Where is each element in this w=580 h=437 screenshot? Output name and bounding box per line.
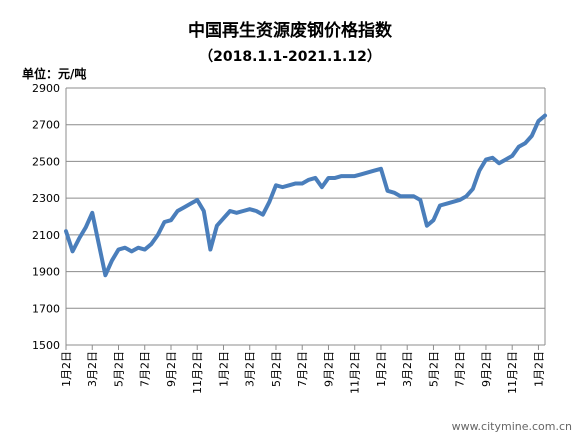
x-tick-label: 1月2日 (60, 351, 73, 387)
y-tick-label: 2500 (32, 155, 60, 168)
y-tick-label: 2700 (32, 119, 60, 132)
y-tick-label: 2300 (32, 192, 60, 205)
y-tick-label: 2100 (32, 229, 60, 242)
unit-label: 单位：元/吨 (22, 66, 86, 81)
x-tick-label: 1月2日 (532, 351, 545, 387)
y-tick-label: 2900 (32, 82, 60, 95)
x-tick-label: 11月2日 (191, 351, 204, 394)
y-tick-label: 1900 (32, 266, 60, 279)
x-tick-label: 9月2日 (322, 351, 335, 387)
x-tick-label: 7月2日 (296, 351, 309, 387)
x-tick-label: 3月2日 (86, 351, 99, 387)
x-tick-label: 3月2日 (401, 351, 414, 387)
x-tick-label: 7月2日 (454, 351, 467, 387)
chart-subtitle: （2018.1.1-2021.1.12） (199, 49, 381, 65)
x-tick-label: 5月2日 (427, 351, 440, 387)
x-tick-label: 5月2日 (270, 351, 283, 387)
data-line (64, 113, 547, 278)
x-tick-label: 3月2日 (244, 351, 257, 387)
x-tick-label: 9月2日 (165, 351, 178, 387)
chart-title: 中国再生资源废钢价格指数 (188, 20, 393, 41)
x-tick-label: 11月2日 (349, 351, 362, 394)
x-tick-label: 1月2日 (375, 351, 388, 387)
y-tick-label: 1700 (32, 302, 60, 315)
x-tick-label: 7月2日 (139, 351, 152, 387)
watermark: www.citymine.com.cn (452, 420, 572, 433)
y-tick-label: 1500 (32, 339, 60, 352)
x-tick-label: 11月2日 (506, 351, 519, 394)
x-tick-label: 5月2日 (112, 351, 125, 387)
x-tick-label: 1月2日 (217, 351, 230, 387)
x-tick-label: 9月2日 (480, 351, 493, 387)
